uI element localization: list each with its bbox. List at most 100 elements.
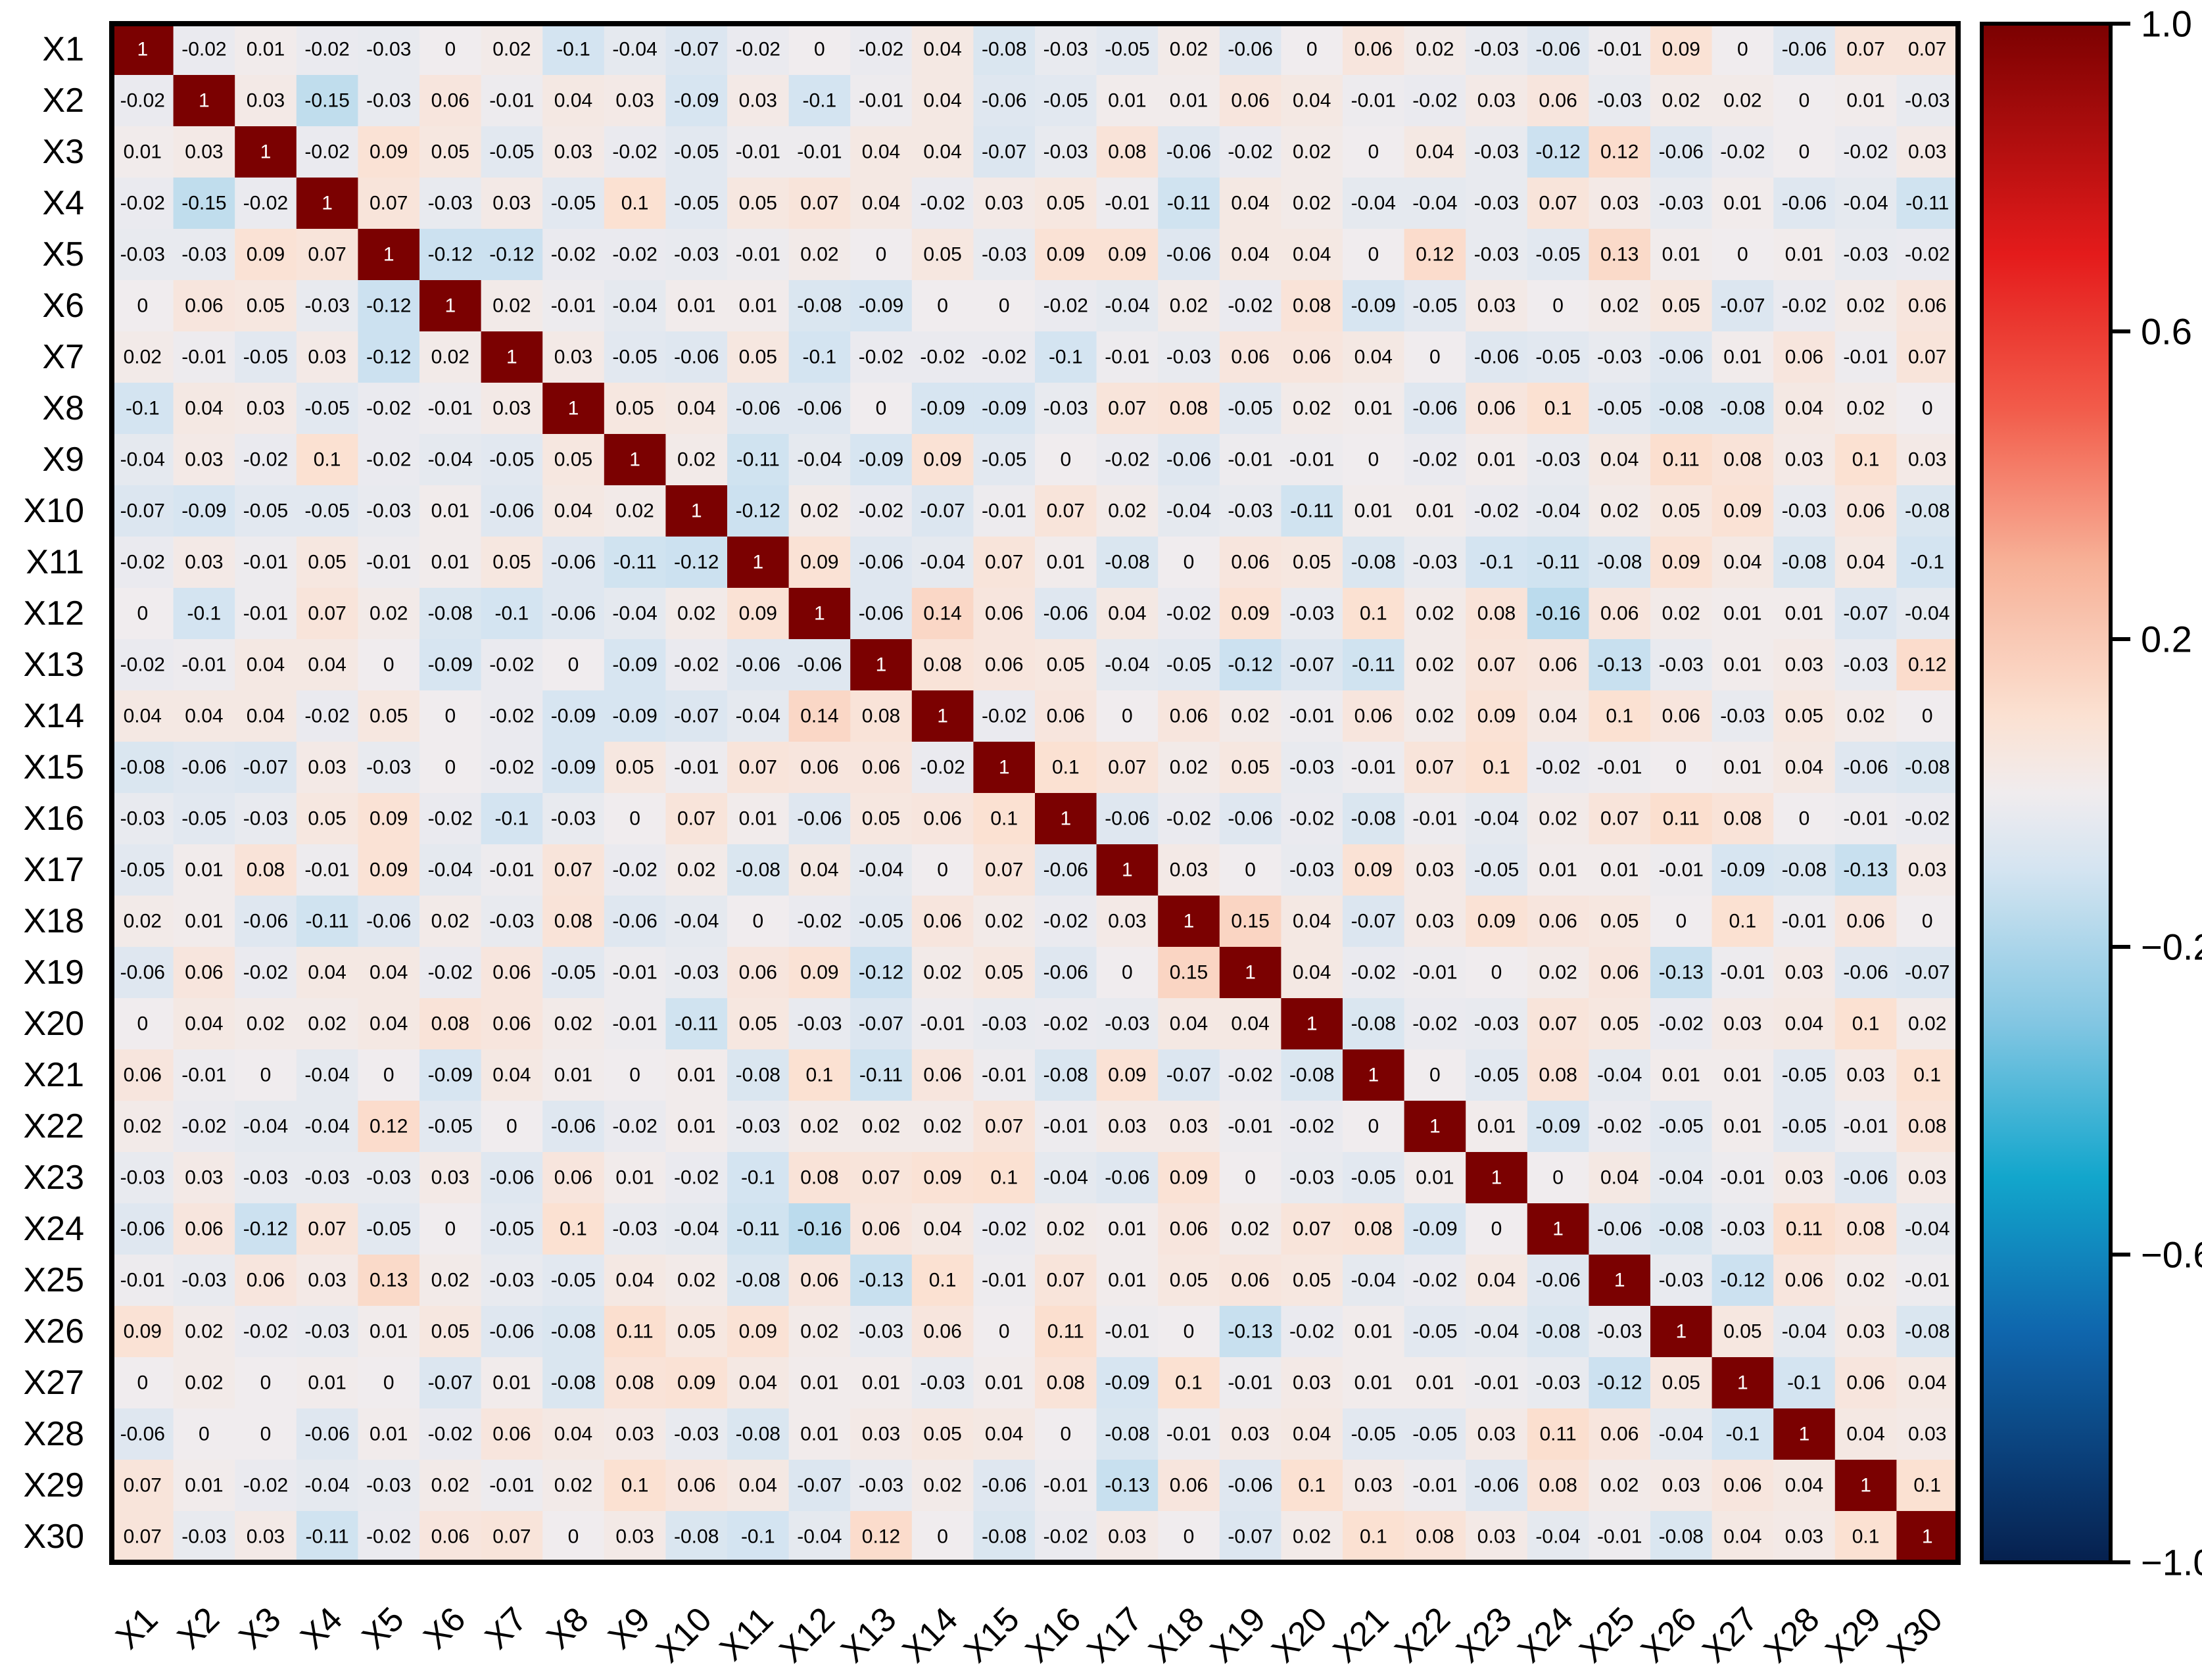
x-tick-label: X29 [1819, 1600, 1888, 1669]
heatmap-cell [358, 383, 420, 435]
cell-value-label: -0.05 [243, 500, 288, 522]
heatmap-cell [1834, 844, 1897, 896]
cell-value-label: -0.06 [489, 1321, 534, 1343]
heatmap-cell [1343, 1203, 1405, 1255]
cell-value-label: -0.01 [304, 859, 349, 881]
cell-value-label: -0.04 [1105, 654, 1149, 676]
heatmap-cell [296, 1460, 358, 1512]
cell-value-label: 0 [1675, 911, 1687, 932]
heatmap-cell [727, 998, 790, 1050]
cell-value-label: 0.06 [1600, 603, 1639, 625]
heatmap-cell [173, 178, 235, 229]
heatmap-cell [1343, 1255, 1405, 1307]
heatmap-cell [1343, 1460, 1405, 1512]
cell-value-label: -0.04 [1782, 1321, 1827, 1343]
heatmap-cell [1096, 844, 1159, 896]
cell-value-label: 0.03 [247, 1526, 285, 1548]
heatmap-cell [1035, 24, 1097, 76]
cell-value-label: 0.03 [1785, 1167, 1823, 1189]
heatmap-cell [1650, 742, 1713, 794]
heatmap-cell [727, 383, 790, 435]
cell-value-label: 0.1 [1606, 706, 1633, 727]
cell-value-label: 1 [137, 39, 148, 60]
heatmap-cell [1527, 75, 1589, 127]
heatmap-cell [1711, 793, 1774, 845]
cell-value-label: -0.04 [428, 859, 473, 881]
heatmap-cell [1404, 1306, 1466, 1358]
heatmap-cell [850, 1306, 913, 1358]
cell-value-label: 0.09 [1108, 1065, 1146, 1086]
cell-value-label: 0.09 [1231, 603, 1269, 625]
cell-value-label: -0.05 [489, 449, 534, 471]
heatmap-cell [358, 1203, 420, 1255]
cell-value-label: 0.12 [1416, 244, 1454, 266]
heatmap-cell [1158, 537, 1220, 588]
cell-value-label: -0.1 [1726, 1424, 1760, 1445]
cell-value-label: -0.04 [674, 911, 719, 932]
heatmap-cell [235, 1460, 297, 1512]
heatmap-cell [788, 280, 851, 332]
cell-value-label: 0.01 [1354, 500, 1393, 522]
cell-value-label: -0.05 [489, 1218, 534, 1240]
cell-value-label: 0.03 [615, 1424, 654, 1445]
cell-value-label: -0.04 [612, 295, 657, 317]
heatmap-cell [1589, 844, 1651, 896]
cell-value-label: 0.03 [739, 90, 777, 112]
cell-value-label: 0.09 [800, 962, 838, 984]
cell-value-label: -0.12 [1228, 654, 1272, 676]
heatmap-cell [296, 1511, 358, 1563]
heatmap-cell [788, 1357, 851, 1409]
heatmap-cell [1896, 1152, 1959, 1204]
cell-value-label: 0 [1184, 552, 1195, 573]
heatmap-cell [604, 998, 666, 1050]
heatmap-cell [112, 1101, 174, 1153]
cell-value-label: -0.02 [1905, 808, 1950, 830]
heatmap-cell [1589, 1049, 1651, 1101]
heatmap-cell [419, 742, 482, 794]
cell-value-label: -0.04 [1351, 193, 1396, 214]
cell-value-label: -0.11 [736, 449, 780, 471]
heatmap-cell [296, 947, 358, 999]
heatmap-cell [850, 229, 913, 281]
heatmap-cell [727, 537, 790, 588]
cell-value-label: -0.08 [674, 1526, 719, 1548]
heatmap-cell [1527, 639, 1589, 691]
cell-value-label: 0.02 [1908, 1013, 1946, 1035]
cell-value-label: 0.02 [615, 500, 654, 522]
cell-value-label: 0.03 [554, 141, 592, 163]
heatmap-cell [235, 1357, 297, 1409]
heatmap-cell [419, 998, 482, 1050]
y-tick-label: X24 [23, 1210, 84, 1248]
heatmap-cell [481, 485, 543, 537]
heatmap-cell [850, 1049, 913, 1101]
y-tick-label: X25 [23, 1261, 84, 1299]
cell-value-label: 0.08 [1539, 1065, 1577, 1086]
cell-value-label: 0.04 [677, 398, 715, 420]
cell-value-label: 0.05 [615, 398, 654, 420]
cell-value-label: 0.06 [1170, 1475, 1208, 1497]
heatmap-cell [1527, 844, 1589, 896]
heatmap-cell [1219, 844, 1281, 896]
heatmap-cell [481, 1203, 543, 1255]
cell-value-label: 0.02 [431, 347, 469, 368]
cell-value-label: -0.08 [736, 1270, 780, 1291]
x-tick-label: X5 [355, 1600, 412, 1656]
cell-value-label: 0.06 [1170, 706, 1208, 727]
cell-value-label: 0 [137, 295, 148, 317]
cell-value-label: -0.02 [366, 449, 411, 471]
heatmap-cell [419, 75, 482, 127]
cell-value-label: -0.01 [181, 1065, 226, 1086]
cell-value-label: 0.02 [1662, 90, 1700, 112]
cell-value-label: -0.1 [495, 808, 529, 830]
heatmap-cell [1219, 1460, 1281, 1512]
heatmap-cell [296, 1306, 358, 1358]
cell-value-label: -0.04 [1843, 193, 1888, 214]
cell-value-label: 0 [383, 654, 395, 676]
heatmap-cell [850, 998, 913, 1050]
heatmap-cell [850, 383, 913, 435]
cell-value-label: 0.02 [124, 1116, 162, 1138]
heatmap-cell [542, 844, 605, 896]
heatmap-cell [911, 1101, 974, 1153]
heatmap-cell [1527, 24, 1589, 76]
heatmap-cell [665, 1460, 728, 1512]
